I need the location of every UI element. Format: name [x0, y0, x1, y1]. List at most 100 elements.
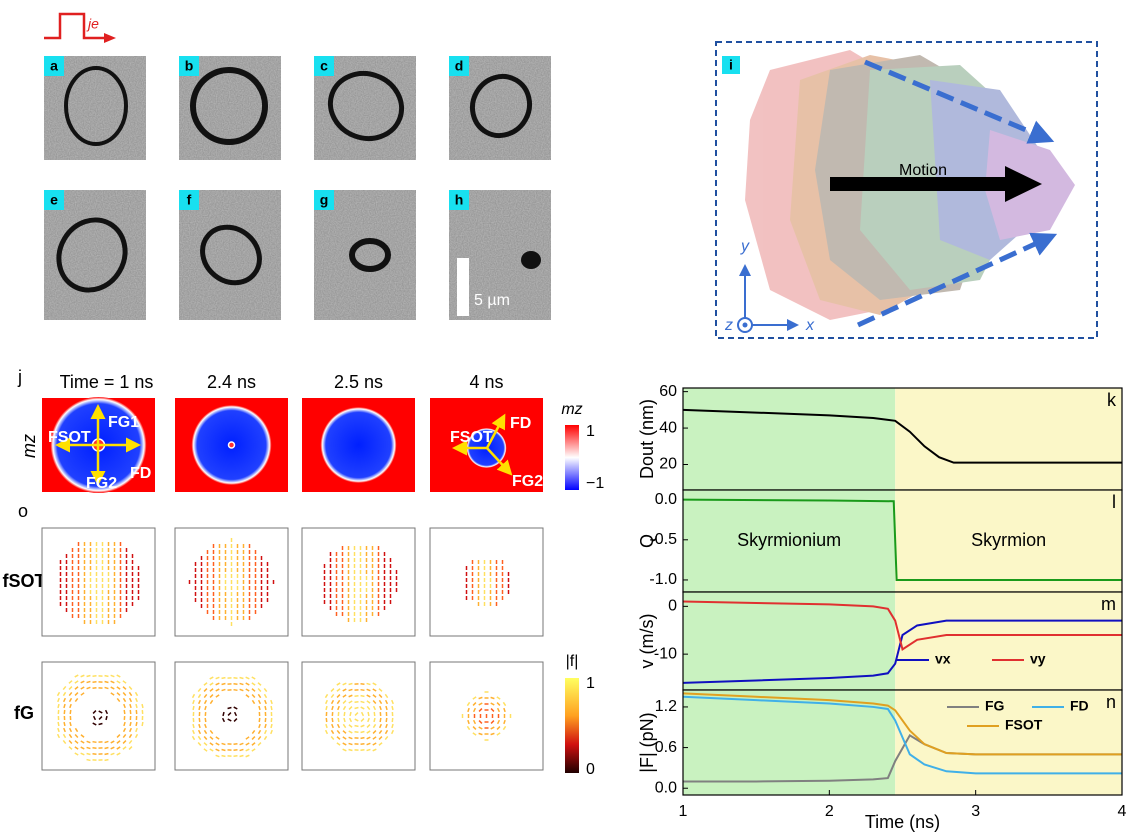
force-vector [199, 706, 200, 710]
phase-label: Skyrmionium [737, 530, 841, 550]
colorbar-title: mz [561, 401, 582, 418]
colorbar-min: 0 [586, 761, 595, 778]
force-vector [361, 701, 365, 702]
panel-label: a [50, 58, 58, 74]
force-vector [349, 743, 353, 744]
force-vector [234, 744, 238, 745]
force-vector [386, 718, 387, 722]
legend-label: FD [1070, 698, 1089, 714]
colorbar-max: 1 [586, 675, 595, 692]
force-label: FG2 [86, 475, 117, 492]
force-vector [355, 726, 359, 727]
scale-bar-label: 5 µm [474, 292, 510, 309]
force-vector [350, 712, 351, 716]
force-vector [271, 724, 272, 728]
force-map [302, 528, 415, 636]
panel-label: g [320, 192, 329, 208]
colorbar-min: −1 [586, 475, 604, 492]
force-map [302, 662, 415, 770]
y-axis-label: v (m/s) [637, 614, 657, 669]
x-tick-label: 4 [1118, 803, 1127, 820]
force-vector [105, 687, 109, 688]
force-label: FSOT [48, 429, 91, 446]
force-vector [222, 678, 226, 679]
panel-label: l [1112, 492, 1116, 512]
force-vector [228, 708, 232, 709]
force-vector [106, 716, 107, 720]
panel-label: f [187, 192, 192, 208]
force-vector [240, 677, 244, 678]
colorbar-max: 1 [586, 423, 595, 440]
force-label: FSOT [450, 429, 493, 446]
force-vector [58, 722, 59, 726]
y-tick-label: -1.0 [649, 571, 677, 588]
force-vector [93, 742, 97, 743]
force-vector [344, 718, 345, 722]
force-vector [136, 722, 137, 726]
legend-label: vy [1030, 651, 1046, 667]
force-vector [142, 704, 143, 708]
panel-label: b [185, 58, 194, 74]
panel-label: i [729, 57, 733, 73]
force-vector [70, 710, 71, 714]
skyrmion [321, 407, 397, 483]
figure: je Motion y x z i j o mz fSOT fG mz 1 −1… [0, 0, 1128, 833]
force-vector [326, 706, 327, 710]
pulse-arrow [104, 33, 116, 43]
panel-label: d [455, 58, 464, 74]
force-vector [234, 690, 238, 691]
force-vector [361, 690, 365, 691]
y-tick-label: 0.0 [655, 491, 677, 508]
y-tick-label: 40 [659, 419, 677, 436]
force-vector [105, 682, 109, 683]
phase-region [683, 388, 895, 490]
force-vector [222, 684, 226, 685]
force-vector [193, 706, 194, 710]
force-vector [87, 676, 91, 677]
force-vector [380, 718, 381, 722]
y-tick-label: -10 [654, 645, 677, 662]
force-label: FD [510, 415, 531, 432]
force-vector [386, 706, 387, 710]
force-vector [223, 712, 224, 716]
force-vector [193, 724, 194, 728]
y-tick-label: 0 [668, 598, 677, 615]
force-vector [222, 756, 226, 757]
force-vector [344, 712, 345, 716]
force-vector [105, 748, 109, 749]
x-tick-label: 2 [825, 803, 834, 820]
legend-label: FG [985, 698, 1005, 714]
force-vector [87, 753, 91, 754]
force-vector [265, 706, 266, 710]
y-tick-label: 1.2 [655, 698, 677, 715]
force-vector [222, 743, 226, 744]
force-vector [58, 704, 59, 708]
force-vector [124, 710, 125, 714]
y-axis-label: |F| (pN) [637, 712, 657, 772]
y-axis-label: Dout (nm) [637, 399, 657, 479]
core [229, 442, 235, 448]
force-map [430, 528, 543, 636]
force-vector [259, 718, 260, 722]
force-vector [355, 702, 359, 703]
force-vector [240, 756, 244, 757]
force-vector [338, 718, 339, 722]
force-vector [271, 706, 272, 710]
force-vector [105, 754, 109, 755]
scale-bar [457, 258, 469, 316]
force-vector [222, 750, 226, 751]
force-vector [368, 712, 369, 716]
force-vector [361, 732, 365, 733]
force-vector [142, 722, 143, 726]
force-vector [105, 760, 109, 761]
x-axis-label: Time (ns) [865, 812, 940, 832]
force-vector [99, 724, 103, 725]
force-vector [70, 722, 71, 726]
force-vector [136, 704, 137, 708]
panel-label: c [320, 58, 328, 74]
domain [521, 251, 541, 269]
z-axis [743, 323, 748, 328]
colorbar-title: |f| [566, 653, 579, 670]
pulse-label: je [86, 16, 99, 32]
force-vector [259, 706, 260, 710]
